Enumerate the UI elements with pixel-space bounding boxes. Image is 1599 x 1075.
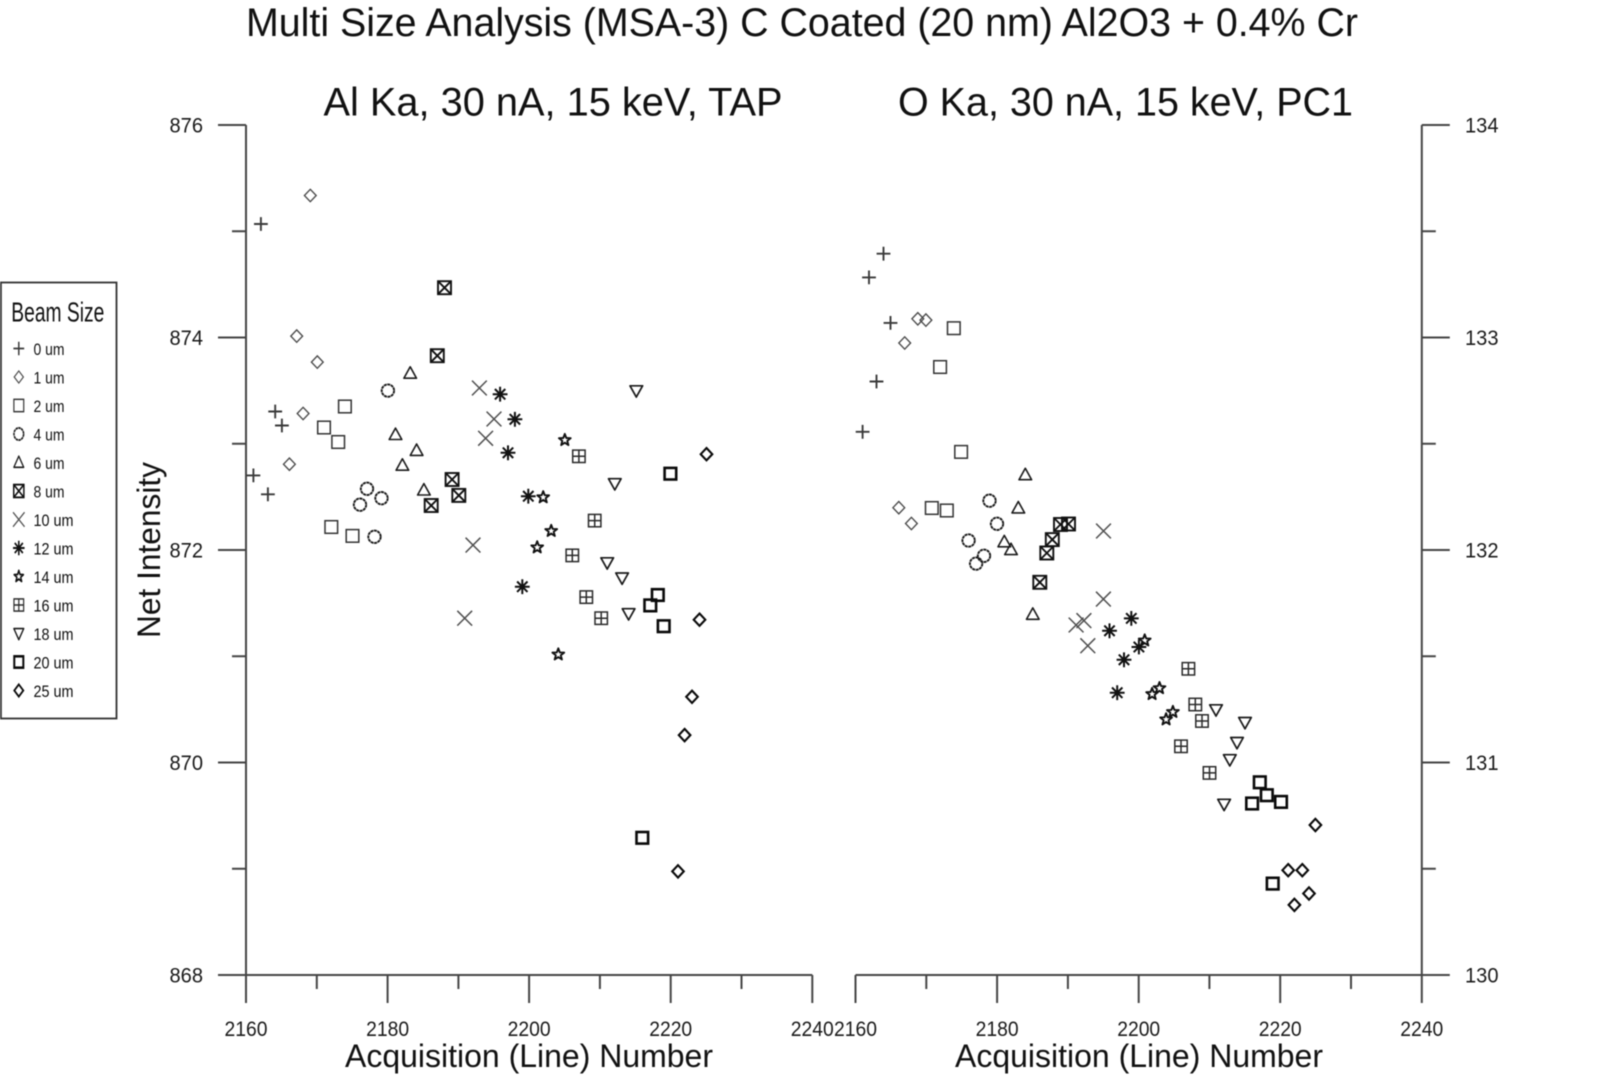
svg-text:131: 131 xyxy=(1465,752,1499,775)
svg-text:868: 868 xyxy=(170,964,204,987)
svg-text:12 um: 12 um xyxy=(34,539,74,558)
svg-text:Al Ka, 30 nA, 15 keV, TAP: Al Ka, 30 nA, 15 keV, TAP xyxy=(324,81,783,125)
svg-text:4 um: 4 um xyxy=(34,425,65,444)
svg-text:1 um: 1 um xyxy=(34,368,65,387)
svg-text:16 um: 16 um xyxy=(34,596,74,615)
svg-text:Multi Size Analysis (MSA-3) C: Multi Size Analysis (MSA-3) C Coated (20… xyxy=(246,1,1358,45)
svg-text:14 um: 14 um xyxy=(34,568,74,587)
svg-text:2160: 2160 xyxy=(225,1018,268,1041)
svg-text:2180: 2180 xyxy=(366,1018,409,1041)
svg-text:2200: 2200 xyxy=(508,1018,551,1041)
svg-text:2240: 2240 xyxy=(1400,1018,1443,1041)
svg-text:870: 870 xyxy=(170,752,204,775)
svg-text:876: 876 xyxy=(170,114,204,137)
svg-text:Net Intensity: Net Intensity xyxy=(131,462,167,638)
svg-text:6 um: 6 um xyxy=(34,454,65,473)
svg-text:874: 874 xyxy=(170,327,204,350)
svg-text:2180: 2180 xyxy=(976,1018,1019,1041)
svg-text:2200: 2200 xyxy=(1117,1018,1160,1041)
svg-text:Acquisition (Line) Number: Acquisition (Line) Number xyxy=(345,1038,713,1074)
svg-text:2 um: 2 um xyxy=(34,397,65,416)
svg-text:872: 872 xyxy=(170,539,204,562)
svg-text:2160: 2160 xyxy=(834,1018,877,1041)
svg-text:20 um: 20 um xyxy=(34,653,74,672)
svg-text:8 um: 8 um xyxy=(34,482,65,501)
svg-text:134: 134 xyxy=(1465,114,1499,137)
svg-text:132: 132 xyxy=(1465,539,1499,562)
svg-text:2220: 2220 xyxy=(649,1018,692,1041)
svg-text:10 um: 10 um xyxy=(34,511,74,530)
svg-text:2220: 2220 xyxy=(1259,1018,1302,1041)
svg-text:133: 133 xyxy=(1465,327,1499,350)
svg-text:2240: 2240 xyxy=(791,1018,834,1041)
svg-text:18 um: 18 um xyxy=(34,625,74,644)
svg-text:Beam Size: Beam Size xyxy=(11,296,104,327)
svg-text:O Ka, 30 nA, 15 keV, PC1: O Ka, 30 nA, 15 keV, PC1 xyxy=(898,81,1353,125)
svg-text:130: 130 xyxy=(1465,964,1499,987)
svg-text:25 um: 25 um xyxy=(34,682,74,701)
svg-text:0 um: 0 um xyxy=(34,340,65,359)
svg-text:Acquisition (Line) Number: Acquisition (Line) Number xyxy=(955,1038,1323,1074)
